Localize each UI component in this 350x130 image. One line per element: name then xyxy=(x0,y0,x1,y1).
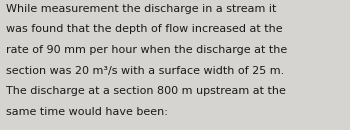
Text: section was 20 m³/s with a surface width of 25 m.: section was 20 m³/s with a surface width… xyxy=(6,66,285,76)
Text: rate of 90 mm per hour when the discharge at the: rate of 90 mm per hour when the discharg… xyxy=(6,45,288,55)
Text: same time would have been:: same time would have been: xyxy=(6,107,168,117)
Text: While measurement the discharge in a stream it: While measurement the discharge in a str… xyxy=(6,4,276,14)
Text: The discharge at a section 800 m upstream at the: The discharge at a section 800 m upstrea… xyxy=(6,86,286,96)
Text: was found that the depth of flow increased at the: was found that the depth of flow increas… xyxy=(6,24,283,34)
